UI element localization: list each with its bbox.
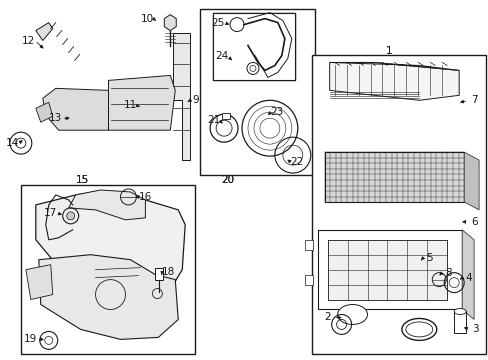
Bar <box>324 152 463 202</box>
Bar <box>213 13 294 80</box>
Text: 9: 9 <box>192 95 199 105</box>
Polygon shape <box>329 62 458 71</box>
Text: 23: 23 <box>270 107 283 117</box>
Polygon shape <box>36 192 185 300</box>
Bar <box>311 55 485 354</box>
Polygon shape <box>173 32 190 160</box>
Bar <box>304 275 312 285</box>
Text: 5: 5 <box>425 253 432 263</box>
Polygon shape <box>461 230 473 319</box>
Text: 18: 18 <box>162 267 175 276</box>
Polygon shape <box>42 88 108 130</box>
Text: 25: 25 <box>211 18 224 28</box>
Bar <box>453 311 465 333</box>
Polygon shape <box>39 255 178 339</box>
Polygon shape <box>329 62 458 100</box>
Polygon shape <box>68 190 145 220</box>
Polygon shape <box>36 23 53 41</box>
Ellipse shape <box>337 305 367 324</box>
Text: 12: 12 <box>22 36 36 46</box>
Text: 1: 1 <box>386 45 392 55</box>
Text: 1: 1 <box>386 45 392 55</box>
Text: 2: 2 <box>324 312 330 323</box>
Text: 6: 6 <box>470 217 476 227</box>
Text: 21: 21 <box>207 115 220 125</box>
Bar <box>222 113 229 119</box>
Polygon shape <box>26 265 53 300</box>
Bar <box>155 268 163 280</box>
Text: 15: 15 <box>76 175 89 185</box>
Text: 16: 16 <box>139 192 152 202</box>
Polygon shape <box>463 152 478 210</box>
Circle shape <box>448 278 458 288</box>
Text: 14: 14 <box>6 138 20 148</box>
Circle shape <box>45 336 53 345</box>
Text: 13: 13 <box>49 113 62 123</box>
Bar <box>317 230 461 310</box>
Circle shape <box>66 212 75 220</box>
Text: 24: 24 <box>215 51 228 62</box>
Text: 10: 10 <box>141 14 154 24</box>
Bar <box>200 9 314 175</box>
Polygon shape <box>108 75 175 130</box>
Text: 20: 20 <box>221 175 234 185</box>
Text: 11: 11 <box>123 100 137 110</box>
Text: 4: 4 <box>465 273 471 283</box>
Polygon shape <box>36 102 53 122</box>
Ellipse shape <box>401 319 436 340</box>
Ellipse shape <box>405 322 432 337</box>
Text: 20: 20 <box>221 175 234 185</box>
Text: 17: 17 <box>44 208 57 218</box>
Text: 7: 7 <box>470 95 476 105</box>
Bar <box>327 240 447 300</box>
Bar <box>304 240 312 250</box>
Text: 8: 8 <box>444 267 450 278</box>
Polygon shape <box>164 15 176 31</box>
Ellipse shape <box>453 309 465 315</box>
Text: 19: 19 <box>24 334 38 345</box>
Text: 22: 22 <box>289 157 303 167</box>
Bar <box>21 185 195 354</box>
Text: 15: 15 <box>76 175 89 185</box>
Bar <box>213 13 294 80</box>
Text: 3: 3 <box>471 324 477 334</box>
